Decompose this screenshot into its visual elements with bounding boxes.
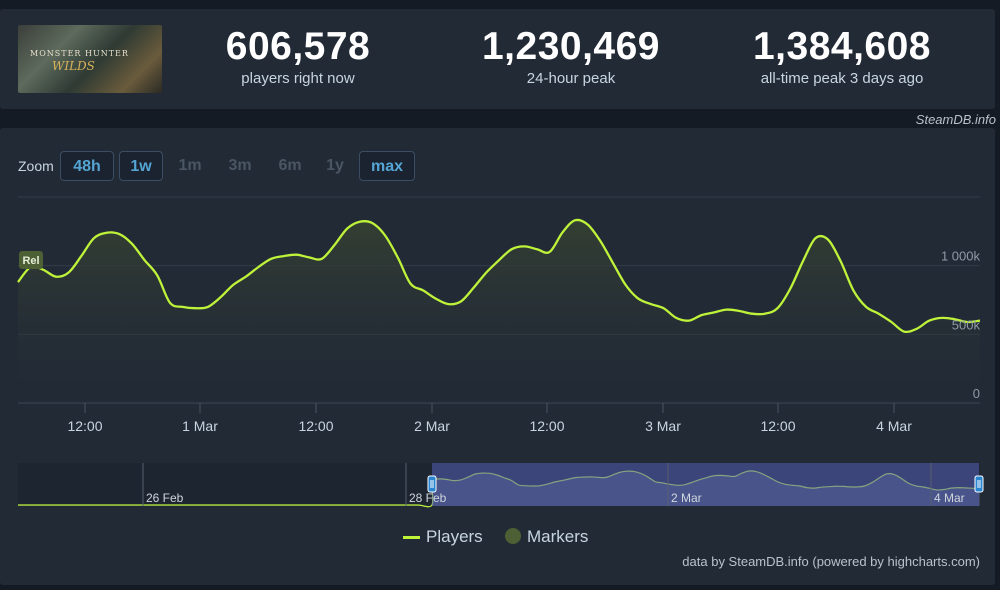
y-axis-labels: 0 500k 1 000k	[941, 249, 981, 401]
game-header-image[interactable]: MONSTER HUNTER WILDS	[18, 25, 162, 93]
stat-label: all-time peak 3 days ago	[760, 70, 924, 87]
zoom-3m-button[interactable]: 3m	[228, 157, 252, 174]
stat-current-players: 606,578 players right now	[218, 25, 378, 88]
stat-all-time-peak: 1,384,608 all-time peak 3 days ago	[742, 25, 942, 88]
legend-line-icon	[403, 536, 420, 540]
x-tick-label: 1 Mar	[182, 418, 218, 434]
players-line[interactable]	[17, 218, 981, 334]
navigator-selection	[432, 463, 979, 506]
steamdb-credit[interactable]: SteamDB.info	[915, 112, 996, 127]
legend-markers[interactable]: Markers	[505, 527, 588, 547]
zoom-1y-button[interactable]: 1y	[326, 157, 344, 174]
x-axis: 12:00 1 Mar 12:00 2 Mar 12:00 3 Mar 12:00 4 Mar	[67, 403, 912, 434]
navigator-tick-label: 26 Feb	[146, 491, 184, 505]
zoom-1w-button[interactable]: 1w	[119, 151, 163, 181]
navigator-ticks: 26 Feb 28 Feb 2 Mar 4 Mar	[142, 463, 965, 506]
x-tick-label: 12:00	[529, 418, 564, 434]
zoom-label: Zoom	[18, 158, 54, 174]
game-logo-line2: WILDS	[52, 59, 95, 73]
stats-panel	[0, 9, 995, 109]
zoom-max-button[interactable]: max	[359, 151, 415, 181]
navigator-tick-label: 2 Mar	[671, 491, 702, 505]
x-tick-label: 12:00	[67, 418, 102, 434]
zoom-1m-button[interactable]: 1m	[178, 157, 202, 174]
navigator[interactable]: 26 Feb 28 Feb 2 Mar 4 Mar	[18, 463, 984, 508]
stat-value: 1,384,608	[752, 25, 931, 68]
legend-markers-label: Markers	[527, 527, 589, 546]
stat-label: players right now	[241, 70, 355, 87]
stat-label: 24-hour peak	[526, 70, 616, 87]
navigator-tick-label: 28 Feb	[409, 491, 447, 505]
y-tick-label: 0	[973, 386, 980, 401]
x-tick-label: 2 Mar	[414, 418, 450, 434]
legend-circle-icon	[505, 528, 521, 544]
release-marker-label: Rel	[22, 255, 39, 267]
navigator-left-handle[interactable]	[427, 475, 437, 493]
players-area	[18, 219, 980, 403]
x-tick-label: 3 Mar	[645, 418, 681, 434]
y-tick-label: 500k	[952, 317, 981, 332]
data-credit[interactable]: data by SteamDB.info (powered by highcha…	[682, 554, 980, 569]
y-tick-label: 1 000k	[941, 249, 981, 264]
legend-players-label: Players	[426, 527, 483, 546]
stat-value: 606,578	[225, 25, 371, 68]
legend-players[interactable]: Players	[403, 527, 483, 547]
zoom-6m-button[interactable]: 6m	[278, 157, 302, 174]
zoom-48h-button[interactable]: 48h	[60, 151, 114, 181]
x-tick-label: 12:00	[760, 418, 795, 434]
navigator-right-handle[interactable]	[974, 475, 984, 493]
x-tick-label: 4 Mar	[876, 418, 912, 434]
game-logo-line1: MONSTER HUNTER	[30, 49, 129, 58]
stat-24h-peak: 1,230,469 24-hour peak	[472, 25, 670, 88]
x-tick-label: 12:00	[298, 418, 333, 434]
stat-value: 1,230,469	[481, 25, 660, 68]
navigator-tick-label: 4 Mar	[934, 491, 965, 505]
release-marker[interactable]: Rel	[19, 251, 43, 269]
